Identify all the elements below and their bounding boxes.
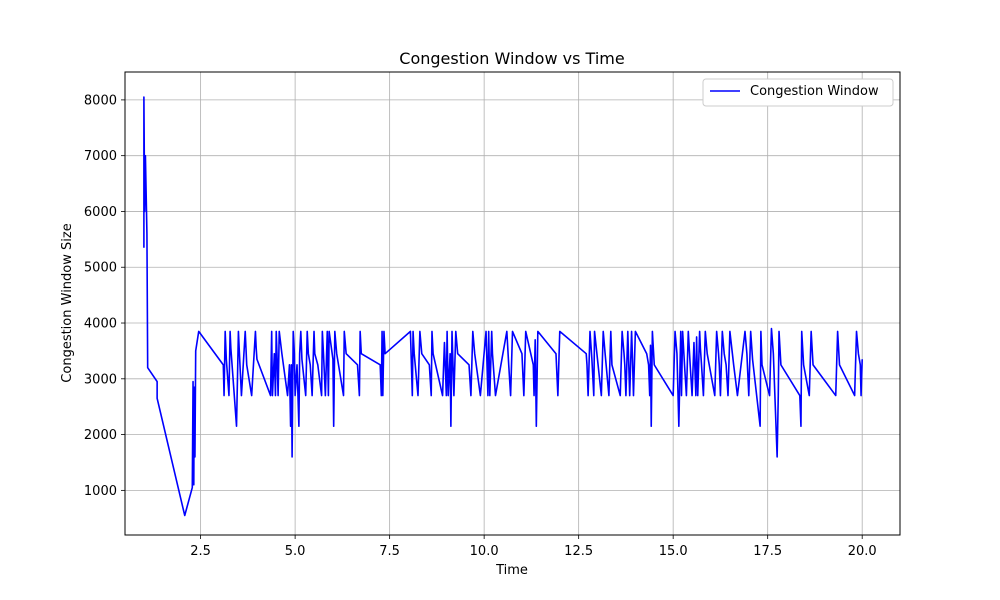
legend: Congestion Window xyxy=(702,78,894,107)
y-tick-label: 7000 xyxy=(84,149,117,164)
x-tick-label: 5.0 xyxy=(285,544,306,559)
plot-frame xyxy=(124,71,901,536)
x-tick-label: 15.0 xyxy=(659,544,688,559)
y-tick-label: 5000 xyxy=(84,261,117,276)
y-tick-label: 4000 xyxy=(84,317,117,332)
y-tick-label: 3000 xyxy=(84,372,117,387)
y-tick-label: 8000 xyxy=(84,93,117,108)
legend-box xyxy=(702,78,894,107)
x-axis-ticks: 2.5 5.0 7.5 10.0 12.5 15.0 17.5 20.0 xyxy=(190,535,877,559)
y-tick-label: 6000 xyxy=(84,205,117,220)
x-tick-label: 17.5 xyxy=(753,544,782,559)
chart-title: Congestion Window vs Time xyxy=(399,49,624,68)
y-axis-ticks: 1000 2000 3000 4000 5000 6000 7000 8000 xyxy=(84,93,125,499)
x-tick-label: 7.5 xyxy=(379,544,400,559)
x-tick-label: 20.0 xyxy=(848,544,877,559)
x-tick-label: 10.0 xyxy=(470,544,499,559)
x-axis-label: Time xyxy=(495,563,528,578)
y-axis-label: Congestion Window Size xyxy=(60,223,75,382)
series-layer xyxy=(143,96,863,517)
legend-label: Congestion Window xyxy=(750,84,879,99)
series-line-congestion-window xyxy=(143,96,863,517)
x-tick-label: 2.5 xyxy=(190,544,211,559)
y-tick-label: 2000 xyxy=(84,428,117,443)
x-tick-label: 12.5 xyxy=(564,544,593,559)
y-tick-label: 1000 xyxy=(84,484,117,499)
